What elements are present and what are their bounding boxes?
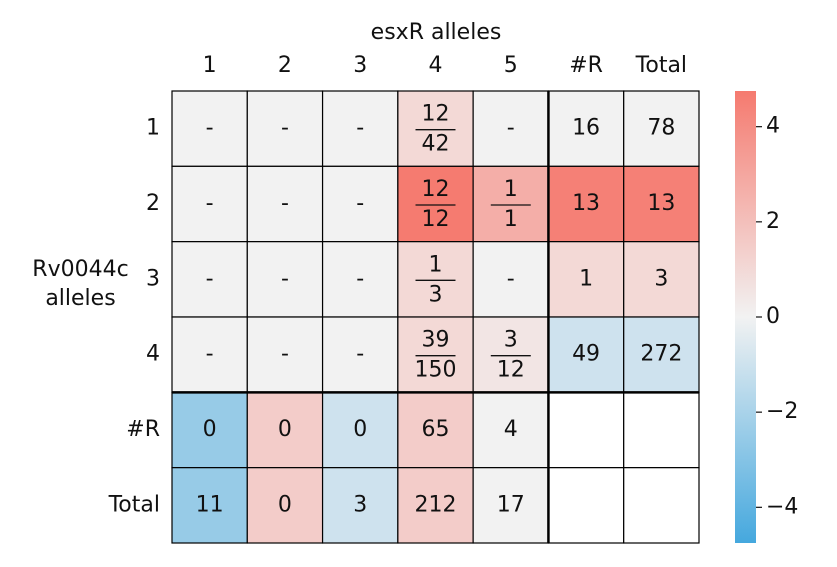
cell-denominator: 150	[415, 358, 457, 383]
cell-label: -	[206, 116, 214, 141]
row-label: #R	[126, 417, 160, 442]
cell-label: -	[281, 191, 289, 216]
cell-label: -	[356, 266, 364, 291]
cell-denominator: 12	[497, 358, 525, 383]
cell	[246, 467, 324, 544]
cell-label: 17	[497, 492, 525, 517]
cell-numerator: 12	[422, 177, 450, 202]
column-label: 2	[278, 53, 292, 78]
cell	[321, 241, 399, 318]
cell	[472, 467, 550, 544]
cell-label: -	[356, 191, 364, 216]
cell	[472, 316, 550, 393]
cell-label: 1	[579, 266, 593, 291]
cell	[623, 467, 700, 544]
cell-label: 0	[278, 417, 292, 442]
cell	[547, 316, 625, 393]
cell-denominator: 12	[422, 207, 450, 232]
cell	[171, 316, 248, 393]
column-label: Total	[635, 53, 687, 78]
row-label: 1	[146, 116, 160, 141]
cell-label: 0	[278, 492, 292, 517]
row-label: 2	[146, 191, 160, 216]
cell-label: -	[356, 116, 364, 141]
row-label: 4	[146, 342, 160, 367]
column-label: 3	[353, 53, 367, 78]
cell	[397, 467, 474, 544]
cell	[547, 391, 625, 469]
cell	[623, 391, 700, 469]
cell	[397, 165, 474, 243]
cell	[623, 316, 700, 393]
cell-label: -	[281, 342, 289, 367]
cell-label: -	[281, 266, 289, 291]
row-label: Total	[108, 492, 160, 517]
colorbar-tick-label: 2	[766, 209, 780, 234]
cell-label: 272	[640, 342, 682, 367]
column-label: 5	[504, 53, 518, 78]
cell	[623, 165, 700, 243]
row-label: 3	[146, 266, 160, 291]
cell	[547, 241, 625, 318]
colorbar-tick-label: 4	[766, 114, 780, 139]
cell-label: 13	[572, 191, 600, 216]
cell-denominator: 1	[504, 207, 518, 232]
y-axis-label: Rv0044c alleles	[32, 257, 129, 311]
cell-label: 3	[353, 492, 367, 517]
cell	[321, 90, 399, 167]
cell	[171, 165, 248, 243]
cell-label: -	[507, 266, 515, 291]
cell-label: 16	[572, 116, 600, 141]
cell-label: 13	[647, 191, 675, 216]
cell-denominator: 42	[422, 132, 450, 157]
cell-label: 212	[415, 492, 457, 517]
colorbar	[735, 91, 756, 543]
column-label: #R	[569, 53, 603, 78]
cell-numerator: 12	[422, 102, 450, 127]
colorbar-tick-label: −2	[766, 399, 798, 424]
cell-label: -	[206, 191, 214, 216]
cell	[472, 90, 550, 167]
cell-label: -	[206, 266, 214, 291]
cell-label: 11	[196, 492, 224, 517]
cell-label: -	[206, 342, 214, 367]
cell-numerator: 1	[429, 252, 443, 277]
column-label: 4	[429, 53, 443, 78]
cell-label: 49	[572, 342, 600, 367]
cell-label: -	[356, 342, 364, 367]
cell-numerator: 39	[422, 328, 450, 353]
cell-label: 65	[422, 417, 450, 442]
cell-label: 3	[654, 266, 668, 291]
colorbar-tick-label: 0	[766, 304, 780, 329]
cell-numerator: 1	[504, 177, 518, 202]
cell-label: 0	[203, 417, 217, 442]
colorbar-tick-label: −4	[766, 494, 798, 519]
cell-label: 78	[647, 116, 675, 141]
cell	[472, 165, 550, 243]
cell	[623, 90, 700, 167]
cell-label: -	[507, 116, 515, 141]
cell-numerator: 3	[504, 328, 518, 353]
cell-denominator: 3	[429, 282, 443, 307]
cell	[246, 391, 324, 469]
cell	[321, 467, 399, 544]
column-label: 1	[203, 53, 217, 78]
chart-title: esxR alleles	[371, 20, 502, 45]
cell	[547, 467, 625, 544]
cell-label: -	[281, 116, 289, 141]
cell-label: 0	[353, 417, 367, 442]
cell-label: 4	[504, 417, 518, 442]
